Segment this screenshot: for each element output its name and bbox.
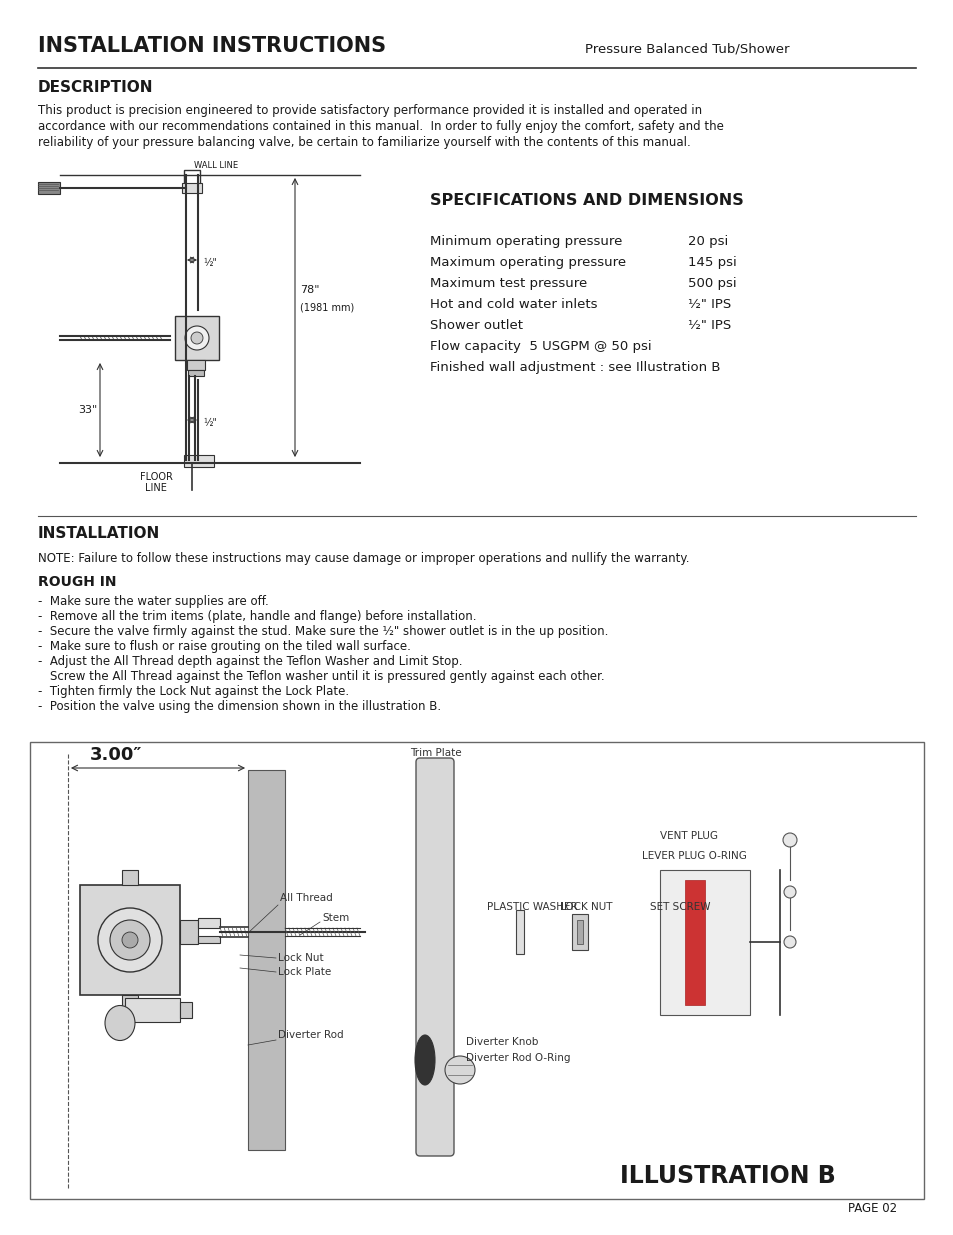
Text: INSTALLATION: INSTALLATION	[38, 526, 160, 541]
Bar	[180, 920, 198, 944]
Text: 500 psi: 500 psi	[687, 277, 736, 290]
Text: FLOOR: FLOOR	[140, 472, 172, 482]
Text: -  Position the valve using the dimension shown in the illustration B.: - Position the valve using the dimension…	[38, 700, 440, 713]
Text: PAGE 02: PAGE 02	[847, 1202, 896, 1215]
Text: Diverter Knob: Diverter Knob	[465, 1037, 537, 1047]
Bar	[122, 995, 138, 1010]
Text: ½" IPS: ½" IPS	[687, 319, 731, 332]
Text: Hot and cold water inlets: Hot and cold water inlets	[430, 298, 597, 311]
Bar	[30, 742, 923, 1199]
Text: WALL LINE: WALL LINE	[193, 161, 238, 170]
Circle shape	[185, 326, 209, 350]
Text: Trim Plate: Trim Plate	[410, 748, 461, 758]
Text: -  Make sure to flush or raise grouting on the tiled wall surface.: - Make sure to flush or raise grouting o…	[38, 640, 411, 653]
Bar	[180, 1002, 192, 1018]
Text: LINE: LINE	[145, 483, 167, 493]
Text: (1981 mm): (1981 mm)	[299, 303, 354, 312]
Bar	[174, 316, 219, 359]
Bar	[188, 370, 204, 375]
Circle shape	[191, 332, 203, 345]
Bar	[684, 881, 704, 1005]
Circle shape	[783, 885, 795, 898]
Bar	[248, 769, 285, 1150]
Bar	[182, 183, 202, 193]
Text: 78": 78"	[299, 285, 319, 295]
Text: Finished wall adjustment : see Illustration B: Finished wall adjustment : see Illustrat…	[430, 361, 720, 374]
Circle shape	[782, 832, 796, 847]
Bar	[125, 998, 180, 1023]
Text: NOTE: Failure to follow these instructions may cause damage or improper operatio: NOTE: Failure to follow these instructio…	[38, 552, 689, 564]
Text: ½": ½"	[203, 417, 216, 429]
Text: LEVER PLUG O-RING: LEVER PLUG O-RING	[641, 851, 746, 861]
Circle shape	[98, 908, 162, 972]
Text: All Thread: All Thread	[280, 893, 333, 903]
Bar	[38, 182, 60, 194]
Bar	[577, 920, 582, 944]
Text: Maximum test pressure: Maximum test pressure	[430, 277, 587, 290]
Text: ROUGH IN: ROUGH IN	[38, 576, 116, 589]
Text: Stem: Stem	[322, 913, 349, 923]
Bar	[122, 869, 138, 885]
Text: ILLUSTRATION B: ILLUSTRATION B	[619, 1165, 835, 1188]
Text: ½": ½"	[203, 258, 216, 268]
Text: 3.00″: 3.00″	[90, 746, 142, 764]
Ellipse shape	[105, 1005, 135, 1041]
Text: 145 psi: 145 psi	[687, 256, 736, 269]
Text: Flow capacity  5 USGPM @ 50 psi: Flow capacity 5 USGPM @ 50 psi	[430, 340, 651, 353]
Text: -  Remove all the trim items (plate, handle and flange) before installation.: - Remove all the trim items (plate, hand…	[38, 610, 476, 622]
Circle shape	[110, 920, 150, 960]
Bar	[659, 869, 749, 1015]
Bar	[516, 910, 523, 953]
Ellipse shape	[444, 1056, 475, 1084]
FancyBboxPatch shape	[416, 758, 454, 1156]
Text: LOCK NUT: LOCK NUT	[559, 902, 612, 911]
Circle shape	[783, 936, 795, 948]
Text: SET SCREW: SET SCREW	[649, 902, 710, 911]
Text: VENT PLUG: VENT PLUG	[659, 831, 718, 841]
Text: Diverter Rod O-Ring: Diverter Rod O-Ring	[465, 1053, 570, 1063]
Text: -  Tighten firmly the Lock Nut against the Lock Plate.: - Tighten firmly the Lock Nut against th…	[38, 685, 349, 698]
Text: 20 psi: 20 psi	[687, 235, 727, 248]
Bar	[572, 914, 587, 950]
Text: DESCRIPTION: DESCRIPTION	[38, 80, 153, 95]
Text: This product is precision engineered to provide satisfactory performance provide: This product is precision engineered to …	[38, 104, 701, 117]
Text: -  Adjust the All Thread depth against the Teflon Washer and Limit Stop.: - Adjust the All Thread depth against th…	[38, 655, 462, 668]
Text: Pressure Balanced Tub/Shower: Pressure Balanced Tub/Shower	[584, 42, 789, 56]
Text: Diverter Rod: Diverter Rod	[277, 1030, 343, 1040]
Bar	[184, 170, 200, 184]
Text: -  Make sure the water supplies are off.: - Make sure the water supplies are off.	[38, 595, 269, 608]
Ellipse shape	[415, 1035, 435, 1086]
Text: Minimum operating pressure: Minimum operating pressure	[430, 235, 621, 248]
Text: Maximum operating pressure: Maximum operating pressure	[430, 256, 625, 269]
Text: -  Secure the valve firmly against the stud. Make sure the ½" shower outlet is i: - Secure the valve firmly against the st…	[38, 625, 608, 638]
Bar	[80, 885, 180, 995]
Bar	[198, 918, 220, 927]
Text: accordance with our recommendations contained in this manual.  In order to fully: accordance with our recommendations cont…	[38, 120, 723, 133]
Text: reliability of your pressure balancing valve, be certain to familiarize yourself: reliability of your pressure balancing v…	[38, 136, 690, 149]
Text: Lock Nut: Lock Nut	[277, 953, 323, 963]
Text: Lock Plate: Lock Plate	[277, 967, 331, 977]
Text: PLASTIC WASHER: PLASTIC WASHER	[486, 902, 577, 911]
Text: Screw the All Thread against the Teflon washer until it is pressured gently agai: Screw the All Thread against the Teflon …	[50, 671, 604, 683]
Bar	[184, 454, 213, 467]
Bar	[198, 936, 220, 944]
Text: ½" IPS: ½" IPS	[687, 298, 731, 311]
Text: INSTALLATION INSTRUCTIONS: INSTALLATION INSTRUCTIONS	[38, 36, 386, 56]
Bar	[187, 359, 205, 370]
Text: Shower outlet: Shower outlet	[430, 319, 522, 332]
Text: SPECIFICATIONS AND DIMENSIONS: SPECIFICATIONS AND DIMENSIONS	[430, 193, 743, 207]
Text: 33": 33"	[78, 405, 97, 415]
Circle shape	[122, 932, 138, 948]
